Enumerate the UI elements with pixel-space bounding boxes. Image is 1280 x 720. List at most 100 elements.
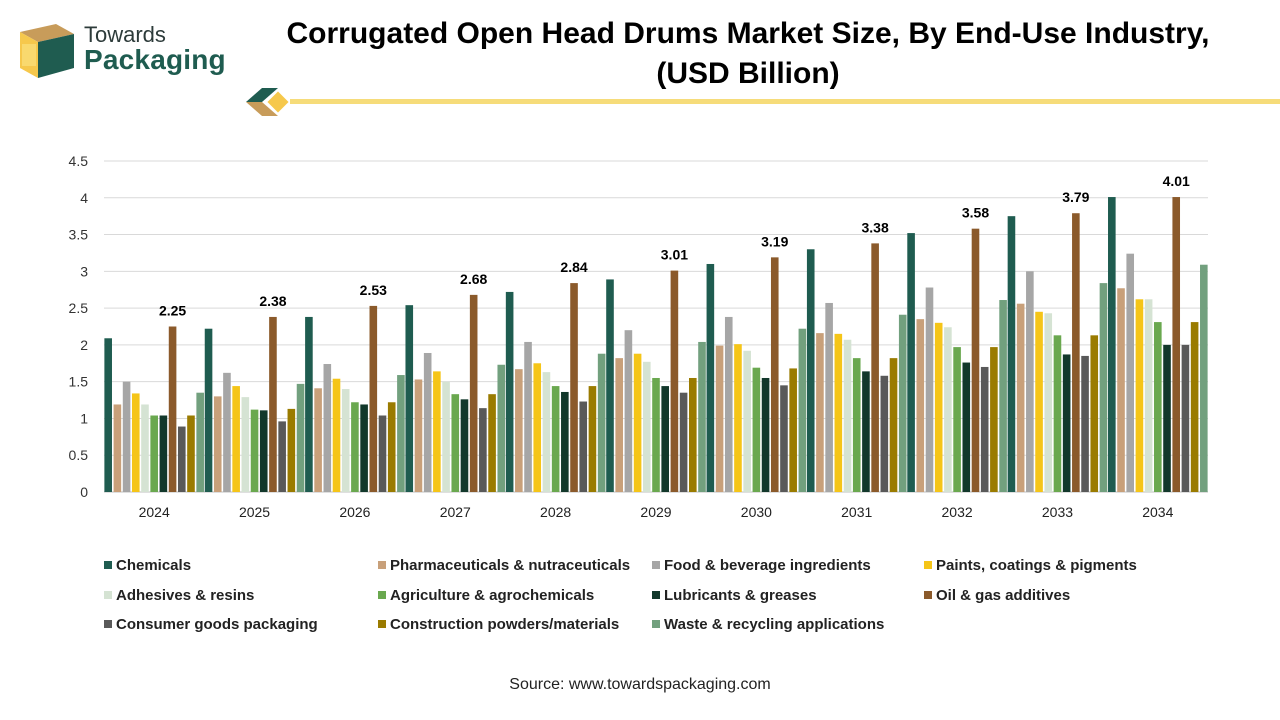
bar	[670, 270, 679, 492]
legend-swatch	[378, 561, 386, 569]
bar	[1190, 322, 1199, 492]
bar	[1200, 264, 1208, 492]
bar	[652, 377, 660, 492]
bar	[944, 327, 952, 492]
bar	[770, 257, 779, 492]
data-label: 2.25	[159, 303, 186, 319]
bar	[323, 364, 332, 492]
bar	[1099, 283, 1108, 492]
divider-diamond-icon	[246, 88, 292, 116]
source-note: Source: www.towardspackaging.com	[509, 676, 771, 693]
y-tick-label: 1.5	[69, 374, 89, 390]
bar	[378, 415, 387, 492]
bar	[834, 333, 843, 492]
x-tick-label: 2024	[139, 504, 170, 520]
bar	[524, 341, 532, 492]
bar	[241, 397, 250, 492]
brand-logo: Towards Packaging	[18, 22, 238, 82]
bar	[980, 366, 989, 492]
bar	[889, 358, 898, 492]
bar	[934, 322, 943, 492]
y-tick-label: 0.5	[69, 447, 89, 463]
bar	[314, 388, 322, 492]
bar	[689, 377, 697, 492]
bar	[460, 399, 469, 492]
bar	[296, 383, 305, 492]
bar	[351, 402, 359, 492]
bar	[999, 300, 1007, 492]
data-label: 3.79	[1062, 189, 1089, 205]
bar	[862, 371, 870, 492]
data-label: 3.01	[661, 247, 688, 263]
bar	[505, 291, 514, 492]
data-label: 3.38	[862, 219, 889, 235]
x-tick-label: 2027	[440, 504, 471, 520]
bar	[1016, 303, 1025, 492]
legend-swatch	[104, 561, 112, 569]
chart-title-line1: Corrugated Open Head Drums Market Size, …	[286, 17, 1210, 50]
bar	[213, 396, 222, 492]
bar	[561, 391, 569, 492]
y-tick-label: 1	[80, 410, 88, 426]
legend-swatch	[104, 620, 112, 628]
bar	[953, 347, 961, 492]
bar	[269, 316, 277, 492]
legend-label: Adhesives & resins	[116, 587, 254, 604]
chart-title: Corrugated Open Head Drums Market Size, …	[260, 14, 1236, 94]
bar	[159, 415, 168, 492]
legend-swatch	[378, 620, 386, 628]
bar	[469, 294, 478, 492]
bar	[916, 319, 925, 492]
bar	[533, 363, 542, 492]
bar	[798, 328, 807, 492]
bar	[341, 389, 350, 492]
bar	[1081, 355, 1089, 492]
bar	[131, 393, 140, 492]
y-tick-label: 4	[80, 190, 88, 206]
bar	[1108, 197, 1116, 492]
data-label: 3.58	[962, 205, 989, 221]
legend-label: Construction powders/materials	[390, 616, 619, 633]
bar	[405, 305, 414, 492]
bar	[852, 358, 861, 492]
bar	[898, 314, 907, 492]
legend-label: Consumer goods packaging	[116, 616, 318, 633]
data-label: 2.38	[259, 293, 286, 309]
bar	[752, 367, 761, 492]
bar	[1181, 344, 1190, 492]
data-label: 3.19	[761, 233, 788, 249]
bar	[606, 279, 614, 492]
x-tick-label: 2032	[942, 504, 973, 520]
bar	[570, 283, 578, 492]
bar	[743, 350, 751, 492]
bar	[724, 316, 733, 492]
bar	[515, 369, 523, 492]
bar	[259, 410, 268, 492]
y-tick-label: 0	[80, 484, 88, 500]
bar	[734, 344, 742, 492]
bar	[113, 404, 122, 492]
bar	[1026, 271, 1034, 492]
y-tick-label: 3.5	[69, 227, 89, 243]
bar	[104, 338, 112, 492]
x-tick-label: 2030	[741, 504, 772, 520]
x-tick-label: 2033	[1042, 504, 1073, 520]
x-tick-label: 2028	[540, 504, 571, 520]
bar	[187, 415, 195, 492]
legend-label: Waste & recycling applications	[664, 616, 884, 633]
logo-cube-icon	[20, 24, 74, 78]
y-tick-label: 3	[80, 263, 88, 279]
bar	[305, 316, 313, 492]
data-label: 4.01	[1163, 173, 1190, 189]
bar	[1007, 216, 1016, 492]
bar	[698, 341, 706, 492]
legend-swatch	[652, 591, 660, 599]
chart-title-line2: (USD Billion)	[656, 57, 840, 90]
bar	[679, 392, 688, 492]
bar	[122, 381, 131, 492]
y-tick-label: 2	[80, 337, 88, 353]
bar	[360, 404, 368, 492]
divider-line	[290, 99, 1280, 104]
bar	[1044, 313, 1053, 492]
